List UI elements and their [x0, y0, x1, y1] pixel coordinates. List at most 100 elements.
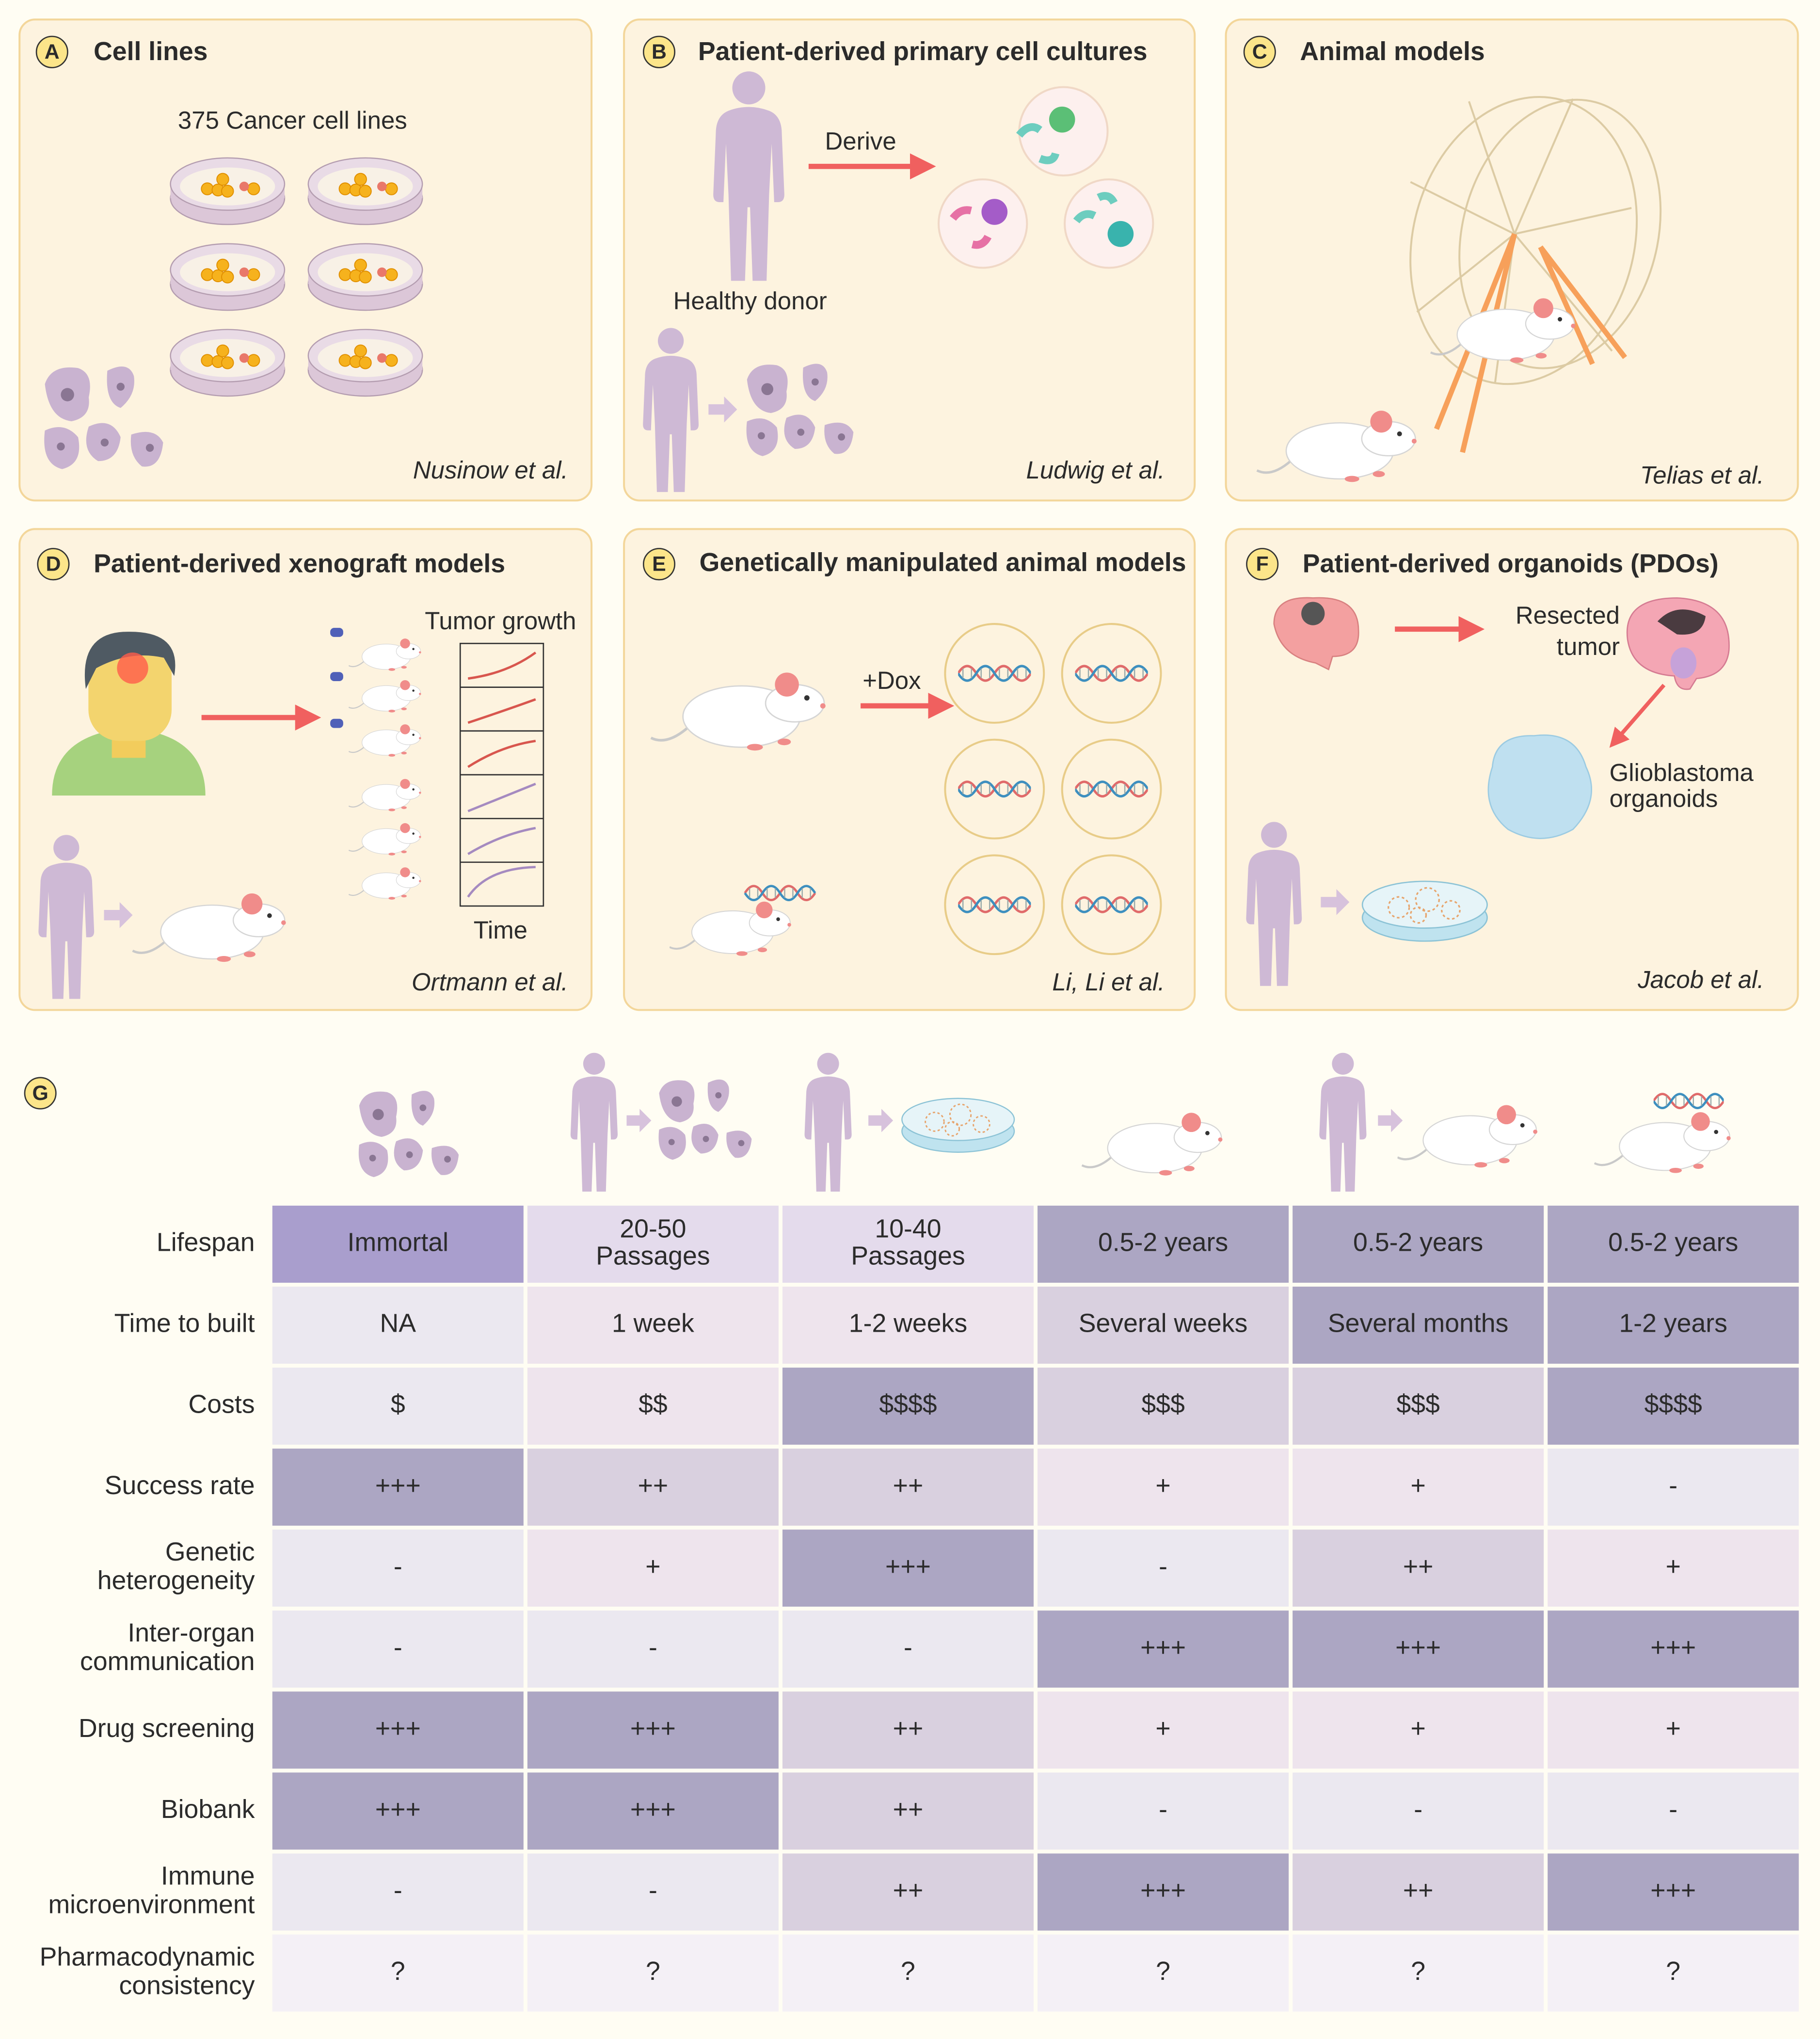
cell-text: ?: [901, 1957, 915, 1986]
cell-text: -: [1159, 1795, 1167, 1824]
panel-title: Genetically manipulated animal models: [700, 548, 1186, 577]
table-cell: [782, 1934, 1034, 2012]
table-cell: [527, 1205, 779, 1283]
table-cell: [272, 1691, 524, 1769]
cell-text: ++: [1403, 1552, 1434, 1581]
shape: [950, 206, 972, 221]
citation: Nusinow et al.: [413, 456, 568, 484]
shape: [307, 243, 423, 311]
shape: [944, 623, 1045, 724]
shape: [868, 1109, 894, 1132]
shape: [88, 643, 172, 741]
cell-text: Several weeks: [1079, 1309, 1248, 1338]
cell-text: 20-50 Passages: [596, 1214, 710, 1270]
cell-text: -: [1414, 1795, 1422, 1824]
cell-text: +++: [1140, 1633, 1186, 1662]
table-cell: [1293, 1205, 1544, 1283]
shape: [944, 854, 1045, 956]
citation: Li, Li et al.: [1052, 968, 1165, 996]
label: 375 Cancer cell lines: [178, 107, 407, 134]
shape: [1073, 210, 1097, 223]
cell-text: +++: [375, 1795, 421, 1824]
shape: [1609, 684, 1666, 748]
citation: Jacob et al.: [1637, 966, 1764, 993]
panel-letter: A: [45, 40, 60, 64]
shape: [1016, 123, 1042, 138]
panel-letter: G: [32, 1082, 48, 1105]
text-line: 20-50: [620, 1214, 686, 1243]
text-line: consistency: [119, 1971, 255, 2000]
label: Derive: [825, 127, 896, 155]
cell-text: +++: [630, 1795, 676, 1824]
cell-text: ++: [893, 1795, 924, 1824]
shape: [170, 329, 286, 397]
shape: [1487, 734, 1592, 839]
cell-text: 0.5-2 years: [1353, 1228, 1483, 1257]
shape: [1061, 738, 1162, 840]
table-cell: [527, 1691, 779, 1769]
table-cell: [1038, 1691, 1289, 1769]
shape: [84, 632, 176, 689]
cell-text: +++: [630, 1714, 676, 1743]
row-label: Genetic heterogeneity: [97, 1537, 255, 1595]
shape: [1049, 106, 1075, 133]
text-line: communication: [80, 1647, 255, 1676]
panel-a: A Cell lines 375 Cancer cell lines Nusin…: [18, 18, 593, 502]
table-cell: [527, 1610, 779, 1688]
table-cell: [782, 1529, 1034, 1607]
panel-d: D Patient-derived xenograft models Tumor…: [18, 528, 593, 1011]
row-label: Costs: [189, 1390, 255, 1419]
shape: [1097, 192, 1118, 205]
table-cell: [1038, 1205, 1289, 1283]
table-cell: [1548, 1529, 1799, 1607]
label-line: organoids: [1610, 785, 1718, 812]
cell-text: +++: [1140, 1876, 1186, 1905]
shape: [52, 728, 206, 796]
table-cell: [527, 1287, 779, 1364]
shape: [1038, 152, 1060, 164]
citation: Ludwig et al.: [1026, 456, 1165, 484]
cell-text: -: [394, 1876, 402, 1905]
cell-text: ?: [1411, 1957, 1425, 1986]
cell-text: +: [645, 1552, 660, 1581]
panel-title: Patient-derived organoids (PDOs): [1303, 549, 1719, 578]
shape: [1410, 181, 1515, 235]
label-line: Resected: [1516, 602, 1620, 629]
shape: [944, 623, 1162, 956]
shape: [467, 652, 537, 898]
panel-c: C Animal models Telias et al.: [1225, 18, 1799, 502]
shape: [642, 35, 676, 68]
shape: [1301, 602, 1325, 625]
cell-text: -: [394, 1552, 402, 1581]
label: Tumor growth: [425, 607, 576, 635]
cell-text: ++: [893, 1471, 924, 1500]
cell-text: +++: [1650, 1633, 1696, 1662]
row-label: Lifespan: [157, 1228, 255, 1257]
shape: [467, 827, 536, 855]
table-cell: [782, 1287, 1034, 1364]
shape: [467, 698, 536, 724]
shape: [1361, 880, 1488, 942]
cell-text: $$$: [1141, 1390, 1184, 1419]
text-line: Genetic: [165, 1537, 255, 1566]
table-cell: [272, 1772, 524, 1850]
cell-text: -: [904, 1633, 912, 1662]
cell-text: 0.5-2 years: [1608, 1228, 1738, 1257]
shape: [1514, 207, 1632, 235]
shape: [1657, 609, 1706, 635]
shape: [307, 329, 423, 397]
table-cell: [1293, 1287, 1544, 1364]
text-line: Immune: [161, 1862, 255, 1891]
table-cell: [782, 1853, 1034, 1931]
panel-title: Patient-derived xenograft models: [94, 549, 505, 578]
shape: [468, 652, 537, 680]
cell-text: $$$$: [879, 1390, 937, 1419]
table-cell: [1038, 1853, 1289, 1931]
table-icons: G: [24, 1052, 1731, 1192]
table-cell: [527, 1529, 779, 1607]
table-cell: [1293, 1368, 1544, 1445]
panel-title: Cell lines: [94, 37, 208, 66]
table-cell: [1293, 1853, 1544, 1931]
shape: [37, 548, 70, 581]
